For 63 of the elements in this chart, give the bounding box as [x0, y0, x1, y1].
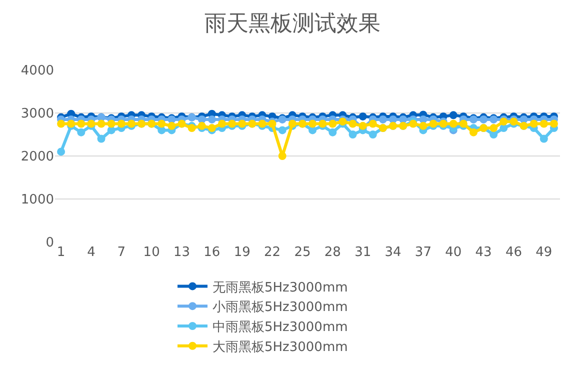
point	[168, 122, 176, 130]
point	[368, 130, 377, 138]
point	[540, 134, 548, 143]
point	[449, 111, 458, 120]
y-tick-label: 2000	[20, 150, 54, 165]
x-tick-label: 28	[324, 245, 341, 260]
point	[278, 152, 286, 160]
point	[328, 128, 337, 136]
point	[328, 120, 337, 128]
point	[449, 120, 458, 128]
point	[117, 120, 126, 128]
x-tick-label: 25	[294, 245, 311, 260]
point	[278, 126, 286, 134]
x-tick-label: 46	[505, 245, 522, 260]
legend-label: 小雨黑板5Hz3000mm	[212, 300, 348, 316]
point	[198, 122, 206, 130]
y-tick-label: 0	[46, 236, 54, 251]
point	[107, 120, 116, 128]
point	[308, 120, 317, 128]
point	[500, 118, 508, 126]
point	[530, 120, 538, 128]
point	[158, 120, 166, 128]
point	[348, 120, 357, 128]
point	[208, 115, 216, 124]
point	[97, 134, 106, 143]
point	[77, 128, 86, 136]
x-tick-label: 43	[475, 245, 492, 260]
point	[419, 122, 428, 130]
x-tick-label: 16	[204, 245, 220, 260]
chart-title: 雨天黑板测试效果	[204, 11, 380, 36]
x-tick-label: 10	[143, 245, 160, 260]
x-tick-label: 34	[384, 245, 402, 260]
point	[77, 120, 86, 128]
x-tick-label: 13	[173, 245, 190, 260]
y-tick-label: 1000	[20, 192, 54, 208]
x-tick-label: 7	[117, 245, 126, 260]
point	[348, 130, 357, 138]
point	[57, 120, 66, 128]
point	[550, 120, 558, 128]
point	[358, 112, 367, 120]
x-tick-label: 37	[414, 245, 432, 260]
x-tick-label: 22	[264, 245, 281, 260]
x-tick-label: 1	[56, 245, 66, 260]
point	[97, 120, 106, 128]
point	[540, 120, 548, 128]
point	[469, 128, 478, 136]
point	[490, 124, 498, 132]
legend-label: 中雨黑板5Hz3000mm	[212, 320, 348, 336]
legend-label: 大雨黑板5Hz3000mm	[212, 340, 348, 355]
legend-label: 无雨黑板5Hz3000mm	[212, 280, 348, 296]
point	[218, 120, 226, 128]
point	[358, 122, 367, 130]
point	[57, 148, 66, 156]
point	[188, 124, 196, 132]
x-tick-label: 4	[87, 245, 96, 260]
x-tick-label: 19	[234, 245, 250, 260]
point	[378, 115, 387, 124]
x-tick-label: 40	[445, 245, 462, 260]
x-tick-label: 31	[354, 245, 372, 260]
y-tick-label: 4000	[20, 64, 54, 79]
x-tick-label: 49	[536, 245, 552, 260]
y-tick-label: 3000	[20, 106, 54, 122]
point	[368, 120, 377, 128]
